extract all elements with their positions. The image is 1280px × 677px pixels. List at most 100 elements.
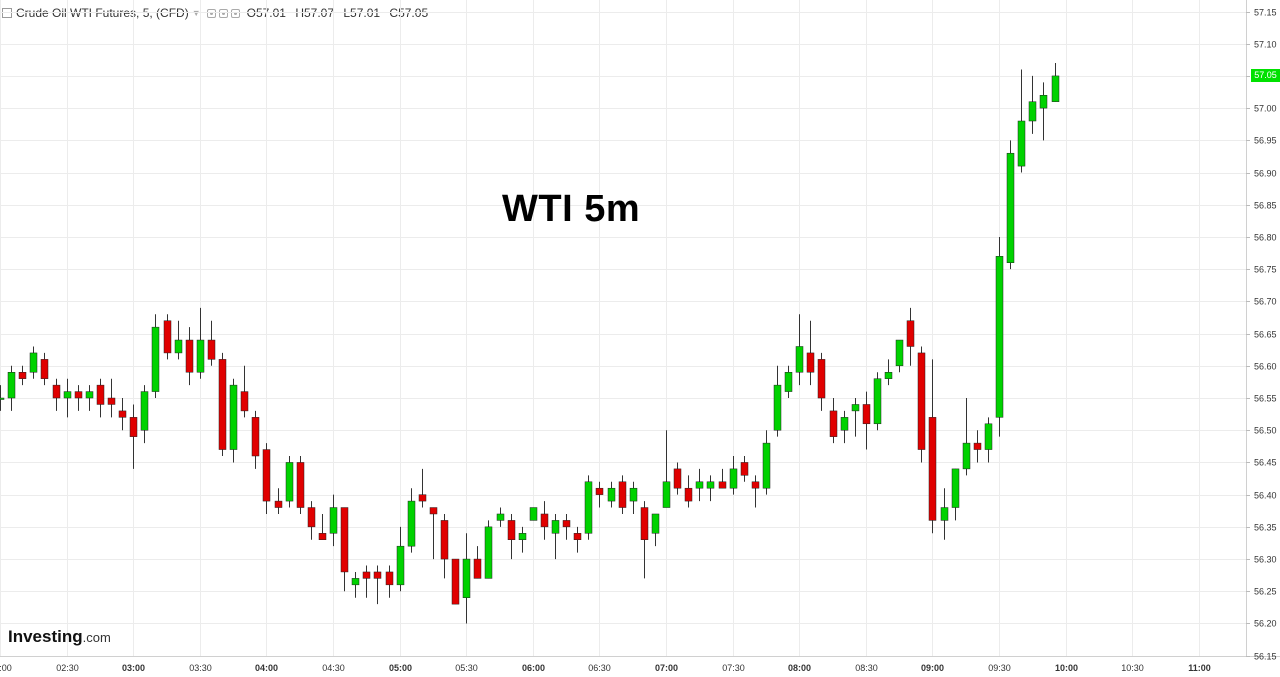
candle [706,475,715,502]
candle [540,501,549,540]
time-tick-label: 04:00 [255,663,278,673]
candle [884,359,893,386]
candle [1051,63,1060,102]
time-axis[interactable]: 02:00 02:30 03:00 03:30 04:00 04:30 05:00 05:30… [0,663,1211,673]
candle-body-down [862,404,871,425]
candle-body-down [684,487,693,502]
candle-body-down [207,339,216,360]
price-tick-label: 56.65 [1254,330,1277,340]
candle [1028,75,1037,134]
candle-body-up [784,372,793,392]
candle [340,507,349,592]
candle-body-up [551,520,560,534]
candle-body-up [151,326,160,392]
time-tick-label: 04:30 [322,663,345,673]
candle [307,501,316,540]
price-tick-label: 56.50 [1254,426,1277,436]
candle [163,314,172,360]
candle [1017,69,1026,173]
candle [52,378,61,411]
candle-body-up [196,339,205,373]
price-tick-label: 56.95 [1254,136,1277,146]
price-tick-label: 56.40 [1254,491,1277,501]
candle [429,507,438,560]
candle-body-up [63,391,72,399]
candle-body-down [296,462,305,508]
candle-body-down [451,558,460,605]
candle-body-up [962,442,971,470]
candle-body-down [595,487,604,495]
candle-body-down [440,520,449,560]
candle-body-up [795,346,804,373]
candle [207,320,216,366]
candle [196,307,205,379]
candle [118,398,127,431]
candle-body-up [1006,152,1015,263]
candle-body-down [185,339,194,373]
candle [951,468,960,521]
candle-body-down [129,417,138,437]
candle [673,462,682,495]
candle-body-up [1039,94,1048,109]
candle [96,378,105,418]
candle [684,475,693,508]
candle [851,398,860,437]
candle-body-down [340,507,349,573]
candle-body-down [829,410,838,437]
price-tick-label: 56.25 [1254,587,1277,597]
candle-body-down [218,359,227,450]
time-tick-label: 09:30 [988,663,1011,673]
candle [551,513,560,560]
candle [784,365,793,399]
candle-body-up [951,468,960,508]
logo-suffix: .com [82,630,111,645]
candle [629,481,638,514]
candle-body-up [884,372,893,379]
candle [573,526,582,553]
time-tick-label: 06:00 [522,663,545,673]
candle-body-up [1051,75,1060,102]
investing-logo[interactable]: Investing.com [8,627,111,647]
candle [940,488,949,540]
price-tick-label: 56.90 [1254,169,1277,179]
candle [640,501,649,579]
candle-body-down [817,359,826,399]
candle [440,513,449,579]
candle [7,365,16,411]
candle-body-down [906,320,915,347]
candle-body-down [673,468,682,489]
candle-body-down [96,384,105,405]
candle [462,533,471,624]
candle [107,378,116,418]
candle-body-down [385,571,394,586]
candle-body-down [540,513,549,528]
candle [318,513,327,540]
candle-body-up [1017,120,1026,167]
candle [795,314,804,386]
candle [928,359,937,534]
price-tick-label: 56.45 [1254,458,1277,468]
candle [862,391,871,450]
price-axis[interactable]: 57.15 57.10 57.05 57.00 56.95 56.90 56.85 56.80… [1246,8,1277,662]
price-tick-label: 56.80 [1254,233,1277,243]
candle [773,365,782,437]
candle-body-down [751,481,760,489]
candle [695,468,704,502]
candle [507,513,516,560]
chart-title: WTI 5m [502,188,641,230]
candle [185,327,194,386]
candle-body-up [995,256,1004,418]
candle [396,526,405,592]
candle [473,546,482,579]
candle [1039,82,1048,141]
candle-body-up [529,507,538,521]
time-tick-label: 05:00 [389,663,412,673]
last-price-tag: 57.05 [1251,69,1280,83]
candle [407,488,416,553]
time-tick-label: 07:30 [722,663,745,673]
candle-body-up [773,384,782,431]
candle [662,430,671,508]
candle [18,365,27,386]
price-tick-label: 56.75 [1254,265,1277,275]
